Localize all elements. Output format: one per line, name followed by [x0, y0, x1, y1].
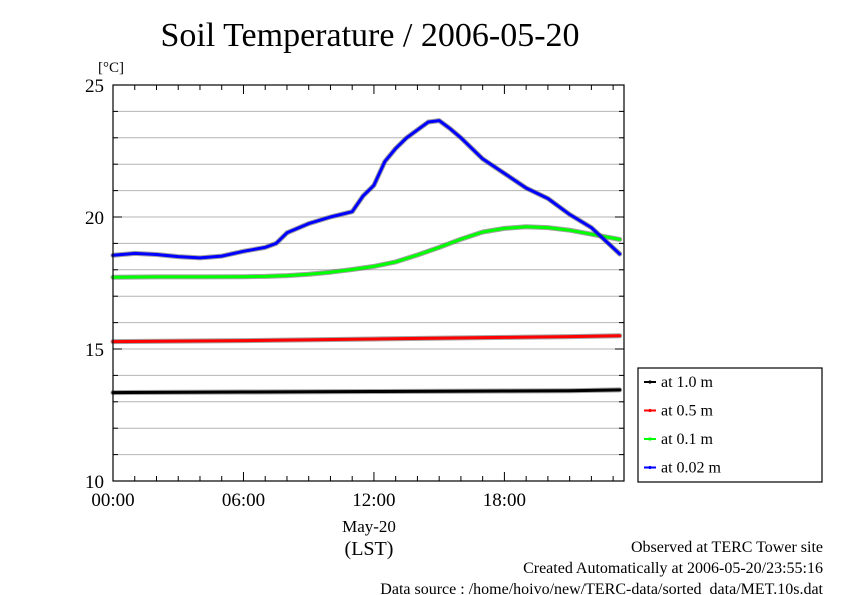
y-axis-unit: [°C] — [98, 60, 124, 76]
x-axis-date-label: May-20 — [342, 517, 396, 536]
series-layer — [110, 118, 623, 396]
series-line — [111, 225, 622, 279]
axis-ticks — [113, 85, 624, 481]
y-tick-label: 15 — [85, 340, 104, 361]
legend-label: at 0.5 m — [661, 403, 714, 420]
tick-labels: 00:00 06:00 12:00 18:00 10 15 20 25 — [85, 76, 526, 511]
footer-created: Created Automatically at 2006-05-20/23:5… — [523, 560, 823, 577]
x-tick-label: 18:00 — [483, 490, 526, 511]
y-tick-label: 10 — [85, 472, 104, 493]
grid — [113, 110, 624, 456]
plot-frame — [112, 84, 625, 482]
footer-source: Data source : /home/hoivo/new/TERC-data/… — [380, 581, 823, 595]
legend-marker — [648, 465, 652, 470]
legend-marker — [648, 380, 652, 384]
footer-observed: Observed at TERC Tower site — [631, 539, 823, 556]
legend-marker — [648, 408, 652, 413]
series-line — [111, 388, 622, 395]
legend-label: at 1.0 m — [661, 374, 714, 391]
x-axis-label: (LST) — [345, 538, 394, 560]
legend-label: at 0.1 m — [661, 431, 714, 448]
legend-box — [637, 367, 823, 483]
series-line — [111, 119, 622, 260]
legend-marker — [648, 437, 652, 441]
y-tick-label: 25 — [85, 76, 104, 97]
x-tick-label: 12:00 — [352, 490, 395, 511]
legend-label: at 0.02 m — [661, 460, 722, 477]
chart-title: Soil Temperature / 2006-05-20 — [160, 17, 579, 54]
series-line-shadow — [110, 118, 623, 261]
x-tick-label: 00:00 — [91, 490, 134, 511]
x-tick-label: 06:00 — [222, 490, 265, 511]
legend: at 1.0 m at 0.5 m at 0.1 m at 0.02 m — [637, 367, 823, 483]
series-line — [111, 334, 622, 344]
y-tick-label: 20 — [85, 208, 104, 229]
